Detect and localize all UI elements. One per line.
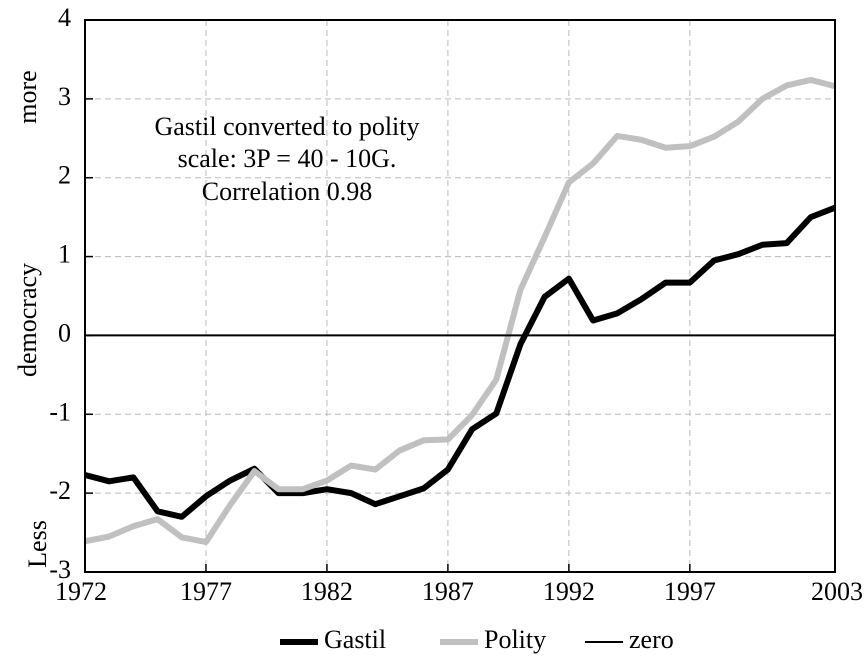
y-tick-label: 2 xyxy=(58,161,71,190)
y-tick-label: -2 xyxy=(49,476,71,505)
y-label-part: Less xyxy=(23,520,52,568)
plot-frame xyxy=(84,19,836,573)
series-line xyxy=(84,204,837,520)
annotation: scale: 3P = 40 - 10G. xyxy=(178,144,397,173)
grid xyxy=(84,19,836,573)
legend-label: Gastil xyxy=(324,625,386,654)
legend-label: zero xyxy=(629,625,674,654)
x-tick-label: 1987 xyxy=(422,577,474,606)
y-tick-label: 0 xyxy=(58,318,71,347)
y-tick-label: 4 xyxy=(58,3,71,32)
y-label-part: democracy xyxy=(13,263,42,377)
series-line xyxy=(84,76,836,546)
lines xyxy=(84,76,837,546)
annotation: Gastil converted to polity xyxy=(154,112,419,141)
legend-label: Polity xyxy=(484,625,546,654)
x-tick-label: 1977 xyxy=(180,577,232,606)
x-tick-label: 2003 xyxy=(811,577,863,606)
x-tick-label: 1997 xyxy=(664,577,716,606)
x-tick-label: 1972 xyxy=(55,577,107,606)
y-label-part: more xyxy=(13,70,42,123)
y-tick-label: -3 xyxy=(49,555,71,584)
annotation: Correlation 0.98 xyxy=(202,177,372,206)
y-tick-label: 1 xyxy=(58,240,71,269)
legend: Gastil Polity zero xyxy=(280,625,674,654)
x-tick-label: 1982 xyxy=(301,577,353,606)
x-tick-label: 1992 xyxy=(543,577,595,606)
y-tick-label: -1 xyxy=(49,397,71,426)
y-tick-label: 3 xyxy=(58,82,71,111)
